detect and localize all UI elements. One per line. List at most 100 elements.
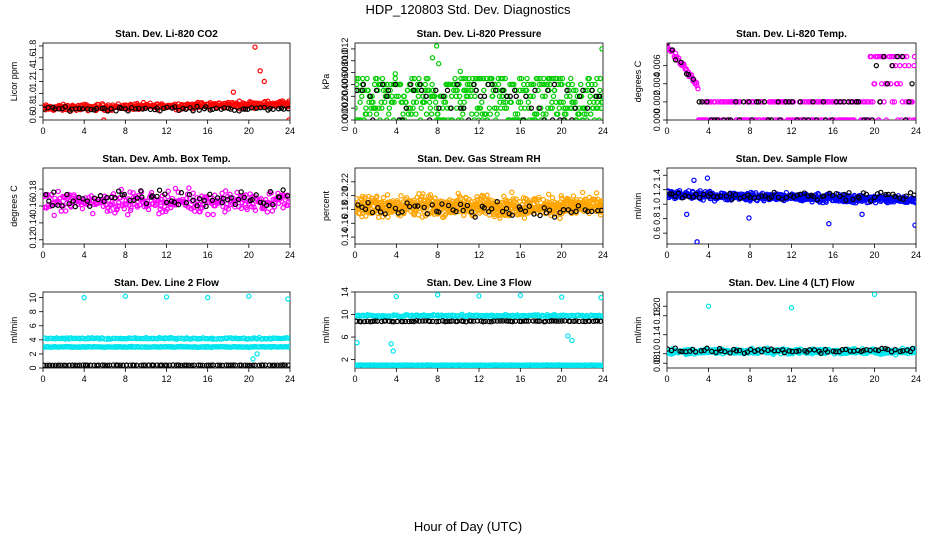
data-point [481,87,487,94]
y-tick-label: 0.8 [28,99,38,112]
data-point [51,189,57,195]
data-point [429,202,435,208]
data-point [493,117,499,120]
data-point [120,362,126,368]
data-point [491,105,498,111]
data-point [257,68,263,74]
data-point [72,203,79,210]
data-point [250,356,256,362]
data-point [355,105,358,111]
data-point [448,93,455,100]
data-point [398,193,404,199]
data-point [518,75,525,82]
x-tick-label: 20 [244,374,254,384]
y-tick-label: 0.004 [340,85,350,108]
y-tick-label: 1.4 [652,169,662,182]
data-point [413,318,420,324]
y-axis-label: Licor ppm [9,62,19,102]
data-point [473,87,479,94]
data-point [432,93,438,100]
data-point [771,189,777,196]
data-point [458,117,465,120]
data-point [884,81,890,87]
y-tick-label: 1.0 [652,198,662,211]
data-point [209,197,216,204]
data-point [417,81,423,88]
data-point [549,195,556,201]
data-point [502,105,508,111]
data-point [392,75,398,82]
data-point [490,93,496,100]
data-point [453,93,459,100]
data-point [900,196,906,202]
x-tick-label: 8 [123,250,128,260]
data-point [277,362,283,368]
y-tick-label: 0.000 [340,109,350,132]
data-point [555,111,561,117]
data-point [213,105,220,112]
data-point [708,117,715,120]
data-point [551,214,558,220]
data-point [56,106,62,112]
data-point [391,99,397,105]
data-point [688,72,695,78]
data-point [175,201,182,208]
data-point [196,196,203,202]
data-point [370,99,376,105]
data-point [285,106,290,112]
data-point [197,362,204,368]
data-point [365,87,371,94]
data-point [561,318,568,324]
y-tick-label: 0.002 [652,91,662,114]
data-point [285,362,290,368]
data-point [560,207,567,213]
data-point [427,192,434,198]
data-point [597,75,603,82]
data-point [44,362,50,368]
data-point [868,99,874,105]
data-point [423,111,430,117]
data-point [599,313,603,320]
data-point [452,75,458,82]
data-point [385,214,391,220]
data-point [559,318,565,324]
data-point [228,195,234,201]
data-point [727,350,733,356]
data-point [539,93,546,100]
data-point [534,111,540,117]
data-point [401,117,408,120]
data-point [86,335,92,342]
data-point [189,362,195,368]
data-point [477,105,484,111]
data-point [107,207,113,214]
data-point [569,117,575,120]
data-point [796,348,802,354]
data-point [286,343,290,350]
data-point [903,193,909,199]
data-point [385,87,392,94]
data-point [889,53,895,60]
data-point [435,313,442,319]
data-point [423,93,429,100]
data-point [589,87,595,94]
data-point [740,99,747,105]
data-point [516,117,522,120]
data-point [591,117,598,120]
data-point [382,211,388,217]
data-point [404,200,410,206]
data-point [415,203,421,209]
data-point [442,99,449,105]
data-point [104,208,110,214]
data-point [127,189,133,195]
data-point [367,93,373,100]
data-point [461,105,467,111]
data-point [408,318,415,325]
data-point [412,87,419,94]
data-point [572,105,579,111]
data-points [667,175,916,244]
panel-temp: Stan. Dev. Li-820 Temp.0 4 8 12 16 20 240.0000… [633,29,921,136]
data-points [667,43,916,120]
data-point [481,205,487,211]
data-point [142,362,148,368]
data-point [128,205,134,211]
